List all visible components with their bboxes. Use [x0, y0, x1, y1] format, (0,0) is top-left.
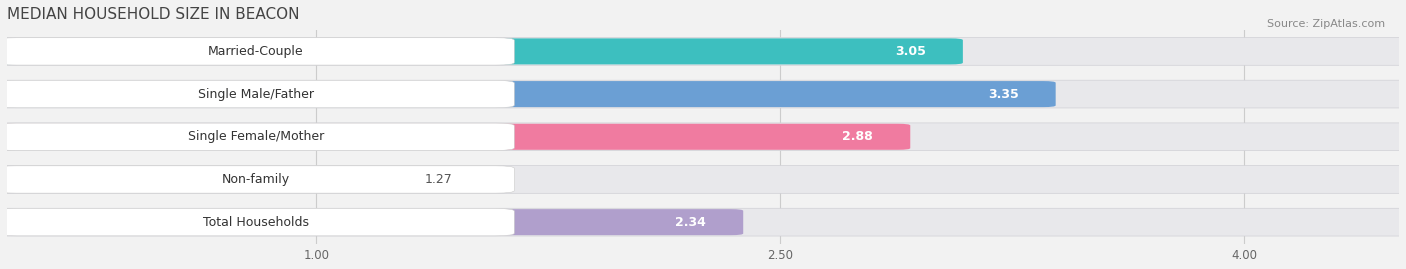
- FancyBboxPatch shape: [0, 38, 515, 65]
- Text: Married-Couple: Married-Couple: [208, 45, 304, 58]
- FancyBboxPatch shape: [0, 80, 515, 108]
- FancyBboxPatch shape: [0, 124, 910, 150]
- FancyBboxPatch shape: [0, 38, 963, 64]
- FancyBboxPatch shape: [0, 81, 1056, 107]
- Text: Non-family: Non-family: [222, 173, 290, 186]
- Text: Single Female/Mother: Single Female/Mother: [188, 130, 325, 143]
- Text: Single Male/Father: Single Male/Father: [198, 88, 314, 101]
- Text: 2.88: 2.88: [842, 130, 873, 143]
- FancyBboxPatch shape: [0, 166, 1406, 193]
- FancyBboxPatch shape: [0, 208, 1406, 236]
- Text: MEDIAN HOUSEHOLD SIZE IN BEACON: MEDIAN HOUSEHOLD SIZE IN BEACON: [7, 7, 299, 22]
- FancyBboxPatch shape: [0, 123, 1406, 151]
- FancyBboxPatch shape: [0, 166, 515, 193]
- Text: Total Households: Total Households: [202, 216, 309, 229]
- FancyBboxPatch shape: [0, 80, 1406, 108]
- FancyBboxPatch shape: [0, 38, 1406, 65]
- Text: 3.05: 3.05: [894, 45, 925, 58]
- FancyBboxPatch shape: [0, 123, 515, 150]
- Text: 2.34: 2.34: [675, 216, 706, 229]
- Text: Source: ZipAtlas.com: Source: ZipAtlas.com: [1267, 19, 1385, 29]
- Text: 1.27: 1.27: [425, 173, 453, 186]
- Text: 3.35: 3.35: [988, 88, 1018, 101]
- FancyBboxPatch shape: [0, 209, 744, 235]
- FancyBboxPatch shape: [0, 208, 515, 236]
- FancyBboxPatch shape: [0, 167, 412, 193]
